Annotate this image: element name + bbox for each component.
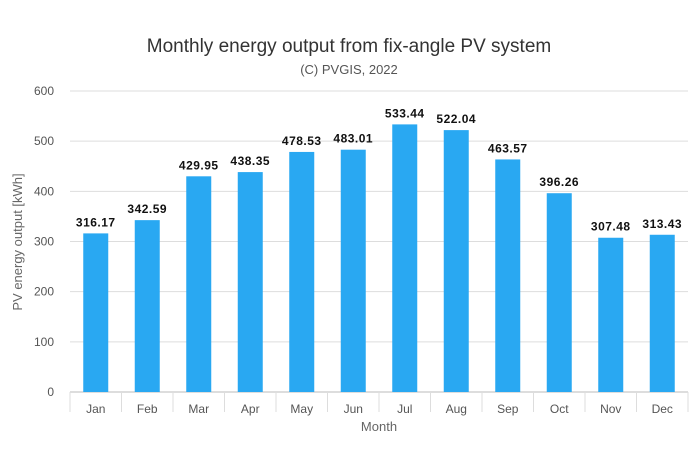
x-tick-label-jun: Jun: [344, 402, 363, 416]
bar-may: [289, 151, 315, 392]
y-axis-ticks: 0 100 200 300 400 500 600: [34, 84, 54, 399]
y-tick-label: 0: [47, 385, 54, 399]
data-label-aug: 522.04: [436, 112, 476, 126]
bars: [83, 124, 675, 393]
bar-jan: [83, 233, 109, 392]
bar-oct: [546, 193, 572, 392]
bar-jul: [392, 124, 418, 392]
bar-sep: [495, 159, 521, 392]
x-tick-label-apr: Apr: [241, 402, 260, 416]
data-labels: 316.17 342.59 429.95 438.35 478.53 483.01 533.…: [76, 106, 682, 233]
data-label-sep: 463.57: [488, 141, 528, 155]
y-tick-label: 100: [34, 335, 54, 349]
data-label-apr: 438.35: [230, 154, 270, 168]
chart-subtitle: (C) PVGIS, 2022: [300, 62, 398, 77]
x-axis-label: Month: [361, 419, 397, 434]
x-tick-label-sep: Sep: [497, 402, 519, 416]
y-tick-label: 300: [34, 235, 54, 249]
data-label-feb: 342.59: [127, 202, 167, 216]
x-tick-label-mar: Mar: [188, 402, 209, 416]
bar-aug: [443, 130, 469, 393]
x-tick-label-jul: Jul: [397, 402, 412, 416]
x-tick-label-dec: Dec: [652, 402, 673, 416]
data-label-oct: 396.26: [539, 175, 579, 189]
data-label-may: 478.53: [282, 134, 322, 148]
x-axis-ticks: Jan Feb Mar Apr May Jun Jul Aug Sep Oct Nov Dec: [69, 392, 689, 416]
chart-title: Monthly energy output from fix-angle PV …: [147, 36, 551, 57]
y-tick-label: 400: [34, 184, 54, 198]
bar-nov: [598, 237, 624, 392]
y-tick-label: 600: [34, 84, 54, 98]
y-axis-label: PV energy output [kWh]: [10, 173, 25, 310]
x-tick-label-nov: Nov: [600, 402, 621, 416]
y-tick-label: 500: [34, 134, 54, 148]
y-tick-label: 200: [34, 285, 54, 299]
data-label-nov: 307.48: [591, 220, 631, 234]
bar-jun: [340, 149, 366, 392]
x-tick-label-aug: Aug: [446, 402, 467, 416]
data-label-jan: 316.17: [76, 215, 116, 229]
gridlines: [70, 90, 688, 393]
bar-mar: [186, 176, 212, 392]
data-label-jul: 533.44: [385, 106, 425, 120]
data-label-dec: 313.43: [642, 217, 682, 231]
x-tick-label-may: May: [290, 402, 313, 416]
x-tick-label-oct: Oct: [550, 402, 569, 416]
bar-dec: [649, 234, 675, 392]
x-tick-label-feb: Feb: [137, 402, 158, 416]
bar-feb: [134, 220, 160, 392]
x-tick-label-jan: Jan: [86, 402, 105, 416]
bar-apr: [237, 172, 263, 392]
data-label-mar: 429.95: [179, 158, 219, 172]
data-label-jun: 483.01: [333, 132, 373, 146]
